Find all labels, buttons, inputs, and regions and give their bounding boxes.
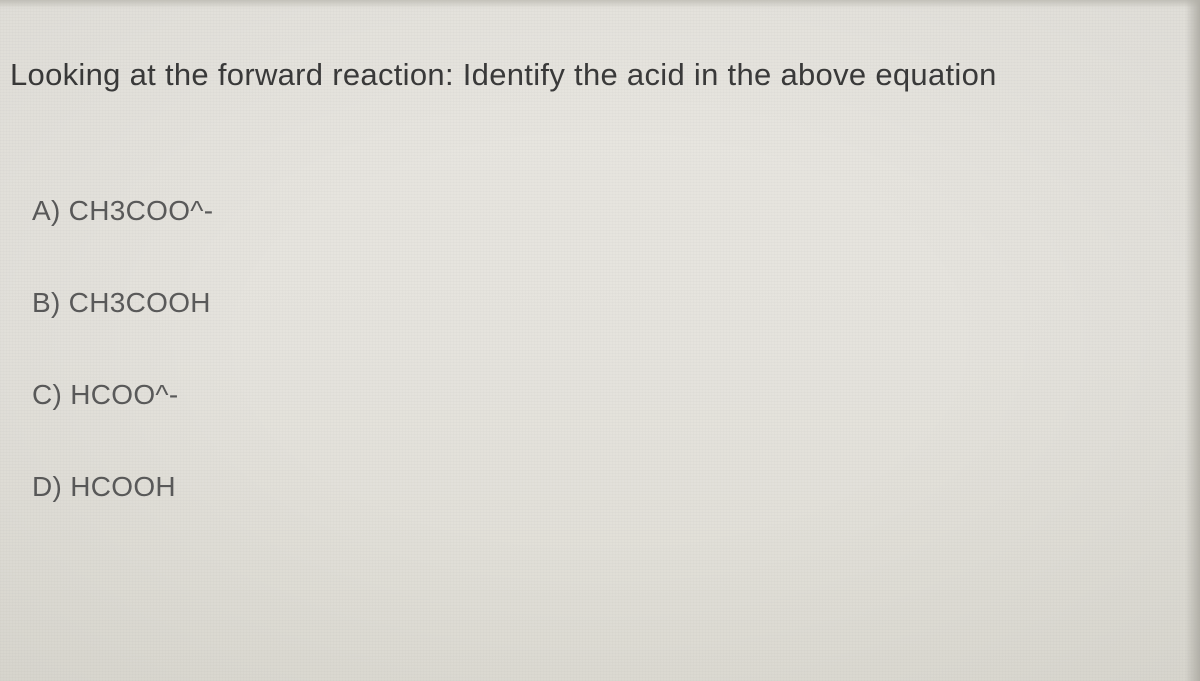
- option-b[interactable]: B) CH3COOH: [32, 287, 1190, 319]
- option-a[interactable]: A) CH3COO^-: [32, 195, 1190, 227]
- question-prompt: Looking at the forward reaction: Identif…: [10, 55, 1190, 95]
- option-c[interactable]: C) HCOO^-: [32, 379, 1190, 411]
- option-d[interactable]: D) HCOOH: [32, 471, 1190, 503]
- options-list: A) CH3COO^- B) CH3COOH C) HCOO^- D) HCOO…: [10, 195, 1190, 503]
- question-container: Looking at the forward reaction: Identif…: [0, 0, 1200, 503]
